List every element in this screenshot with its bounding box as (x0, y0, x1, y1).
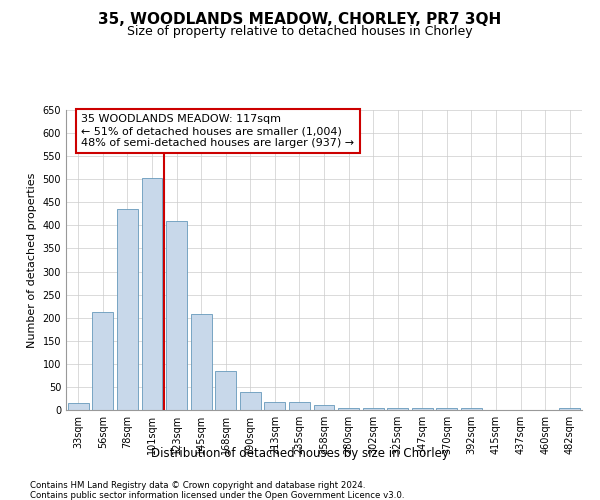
Bar (461, 408, 482, 410)
Bar (436, 408, 457, 410)
Y-axis label: Number of detached properties: Number of detached properties (27, 172, 37, 348)
Bar (338, 408, 359, 410)
Bar (92, 312, 113, 410)
Bar (117, 209, 138, 410)
Bar (412, 408, 433, 410)
Text: Contains HM Land Registry data © Crown copyright and database right 2024.: Contains HM Land Registry data © Crown c… (30, 481, 365, 490)
Bar (240, 392, 261, 410)
Bar (166, 221, 187, 410)
Text: Distribution of detached houses by size in Chorley: Distribution of detached houses by size … (151, 448, 449, 460)
Text: Contains public sector information licensed under the Open Government Licence v3: Contains public sector information licen… (30, 491, 404, 500)
Text: 35, WOODLANDS MEADOW, CHORLEY, PR7 3QH: 35, WOODLANDS MEADOW, CHORLEY, PR7 3QH (98, 12, 502, 28)
Bar (265, 402, 286, 410)
Bar (289, 402, 310, 410)
Text: Size of property relative to detached houses in Chorley: Size of property relative to detached ho… (127, 25, 473, 38)
Bar (215, 371, 236, 410)
Bar (142, 178, 163, 410)
Bar (362, 408, 383, 410)
Bar (387, 408, 408, 410)
Bar (68, 403, 89, 410)
Bar (314, 406, 334, 410)
Bar (191, 314, 212, 410)
Bar (559, 408, 580, 410)
Text: 35 WOODLANDS MEADOW: 117sqm
← 51% of detached houses are smaller (1,004)
48% of : 35 WOODLANDS MEADOW: 117sqm ← 51% of det… (82, 114, 355, 148)
